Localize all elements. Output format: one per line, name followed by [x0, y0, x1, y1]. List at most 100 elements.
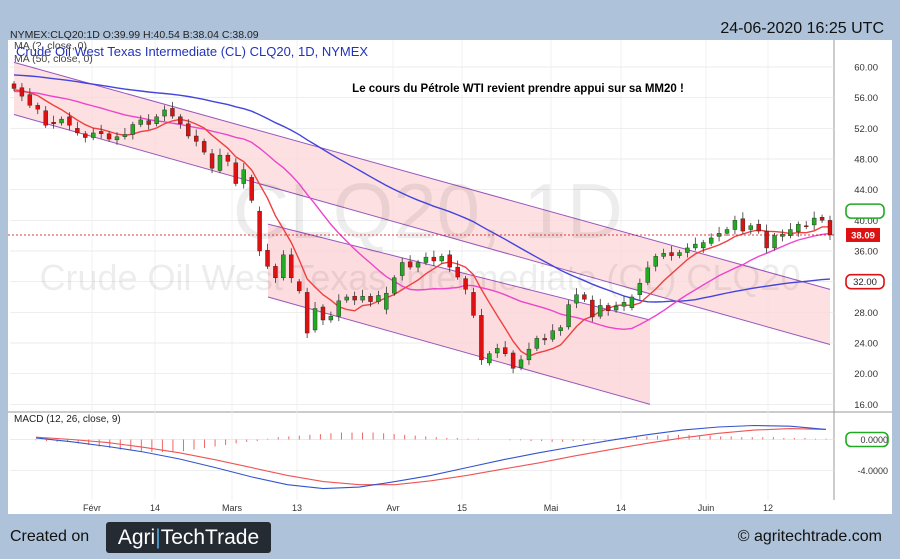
price-tick-label: 16.00 — [854, 400, 878, 411]
candle — [455, 260, 460, 280]
macd-indicator: -4.0000 0.0000 — [10, 424, 889, 490]
date-axis: Févr 14 Mars 13 Avr 15 Mai 14 Juin 12 — [83, 503, 773, 513]
candle — [281, 250, 286, 281]
candle-up — [645, 267, 650, 283]
candle — [479, 308, 484, 365]
candle — [27, 88, 33, 109]
candle — [566, 300, 571, 330]
candle-down — [98, 131, 104, 134]
ma-pink-line — [13, 90, 831, 331]
date-tick-label: 13 — [292, 503, 302, 513]
candle — [98, 124, 104, 139]
candle-down — [304, 292, 310, 334]
candle — [819, 214, 825, 224]
candle-down — [510, 352, 516, 369]
candle — [756, 219, 761, 234]
candle — [51, 115, 56, 129]
candle-up — [415, 262, 421, 268]
candle — [312, 301, 318, 333]
candle-down — [289, 254, 294, 279]
website-link[interactable]: © agritechtrade.com — [737, 528, 882, 545]
agritechtrade-logo[interactable]: Agri|TechTrade — [106, 522, 271, 553]
candle-up — [384, 292, 389, 310]
candle — [114, 132, 120, 145]
candle-down — [75, 128, 80, 134]
candle-up — [534, 338, 540, 349]
candle-down — [201, 141, 207, 153]
candle — [796, 221, 801, 237]
candle — [590, 295, 595, 322]
price-tick-label: 60.00 — [854, 63, 878, 74]
candle-up — [661, 253, 666, 257]
candle-up — [154, 116, 159, 124]
candle-down — [590, 299, 595, 318]
candle — [328, 311, 334, 323]
candle — [447, 250, 452, 273]
candle-down — [819, 217, 825, 221]
price-tick-label: 20.00 — [854, 369, 878, 380]
candle — [399, 257, 405, 281]
candle-down — [447, 254, 452, 268]
candle-down — [542, 338, 547, 341]
candle — [178, 114, 183, 129]
candle-up — [574, 294, 579, 304]
candle — [510, 350, 516, 374]
candle — [83, 131, 88, 143]
candle-down — [764, 230, 769, 249]
candle — [661, 248, 666, 260]
candle-up — [360, 296, 365, 301]
candle-down — [194, 135, 199, 142]
ma-blue-line — [13, 74, 831, 303]
candle-up — [162, 109, 167, 117]
price-tick-label: 56.00 — [854, 93, 878, 104]
candle-up — [376, 295, 381, 302]
candle — [621, 295, 627, 312]
candle-up — [59, 118, 64, 124]
candle-down — [463, 278, 468, 290]
candle — [495, 343, 500, 358]
candle-up — [558, 327, 563, 331]
candle — [502, 341, 508, 357]
candle — [431, 250, 437, 266]
candle — [811, 211, 817, 230]
last-price-badge — [846, 227, 880, 242]
candle-down — [146, 120, 151, 125]
candle — [376, 290, 381, 305]
candle — [804, 221, 809, 230]
legend-ma2: MA (50, close, 0) — [14, 53, 93, 65]
right-markers: 38.09 32.00 — [845, 203, 885, 290]
candle — [669, 246, 674, 261]
candle — [598, 298, 603, 319]
candle — [645, 261, 650, 286]
candle-down — [178, 116, 183, 124]
candle-up — [708, 237, 714, 244]
candle — [724, 226, 730, 237]
candle — [43, 106, 48, 128]
red-marker — [845, 273, 885, 290]
candle-down — [209, 153, 215, 169]
candle — [360, 289, 365, 303]
macd-zero-marker — [845, 431, 889, 448]
candle — [613, 301, 619, 313]
candle-up — [328, 315, 334, 321]
candle — [320, 304, 326, 325]
datetime-label: 24-06-2020 16:25 UTC — [720, 20, 884, 37]
candle-down — [225, 154, 231, 162]
candle — [273, 263, 278, 283]
channel-fill — [268, 224, 650, 405]
candle — [463, 275, 468, 295]
candle — [629, 294, 635, 311]
candle — [35, 102, 40, 115]
candle-down — [502, 347, 508, 354]
candle — [423, 252, 429, 266]
candle-down — [35, 105, 40, 110]
candle — [653, 253, 658, 272]
candle-up — [724, 229, 730, 234]
candle-down — [471, 292, 476, 316]
candle — [732, 215, 738, 235]
candle-up — [637, 283, 643, 295]
candle — [772, 232, 777, 251]
macd-signal-line — [35, 428, 827, 486]
candle-down — [804, 225, 809, 227]
channel-lower-line — [267, 296, 651, 405]
